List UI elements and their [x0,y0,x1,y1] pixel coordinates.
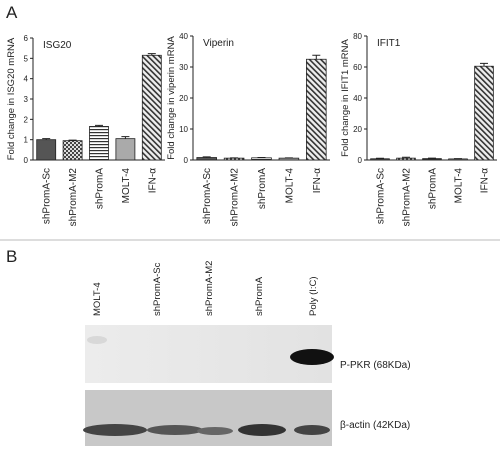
y-axis-label: Fold change in IFIT1 mRNA [340,38,351,156]
lane-label: shPromA-Sc [152,262,163,316]
lane-label: MOLT-4 [92,282,103,316]
y-axis-label: Fold change in viperin mRNA [166,36,177,160]
y-tick-label: 6 [24,34,29,43]
y-tick-label: 1 [24,136,29,145]
y-tick-label: 10 [179,125,188,134]
y-tick-label: 30 [179,63,188,72]
blot-band [147,425,203,435]
blot-band [290,349,334,365]
bar [306,59,326,160]
x-tick-label: MOLT-4 [454,168,465,204]
blot-smear [87,336,107,344]
y-tick-label: 80 [353,32,362,41]
y-tick-label: 4 [24,75,29,84]
x-tick-label: IFN-α [480,168,491,193]
bar [397,158,416,160]
y-tick-label: 20 [353,125,362,134]
band-label: P-PKR (68KDa) [340,360,411,371]
bar [224,158,244,160]
bar [197,158,217,160]
y-tick-label: 40 [353,94,362,103]
y-tick-label: 3 [24,95,29,104]
y-tick-label: 0 [184,156,189,165]
y-tick-label: 5 [24,54,29,63]
x-tick-label: MOLT-4 [284,168,295,204]
error-bar [480,63,488,66]
lane-label: shPromA [254,276,265,316]
x-tick-label: shPromA [428,168,439,209]
blot-band [83,424,147,436]
chart-title: ISG20 [43,40,72,51]
bar [37,140,56,160]
bar [142,55,161,160]
lane-label: Poly (I:C) [308,276,319,316]
x-tick-label: IFN-α [147,168,158,193]
bar [89,126,108,160]
panel-label: B [6,247,17,266]
y-tick-label: 0 [24,156,29,165]
x-tick-label: shPromA [95,168,106,209]
x-tick-label: IFN-α [312,168,323,193]
panel-label: A [6,3,18,22]
x-tick-label: shPromA [257,168,268,209]
bar [279,158,299,160]
bar [252,158,272,160]
bar [371,159,390,160]
x-tick-label: shPromA-Sc [376,168,387,224]
lane-label: shPromA-M2 [204,261,215,316]
y-tick-label: 0 [358,156,363,165]
x-tick-label: shPromA-Sc [202,168,213,224]
error-bar [312,55,320,59]
y-tick-label: 40 [179,32,188,41]
y-tick-label: 20 [179,94,188,103]
blot-band [238,424,286,436]
band-label: β-actin (42KDa) [340,420,410,431]
bar [423,159,442,160]
chart-title: Viperin [203,38,234,49]
y-tick-label: 2 [24,115,29,124]
x-tick-label: MOLT-4 [121,168,132,204]
bar [475,66,494,160]
blot-band [294,425,330,435]
bar [63,141,82,160]
chart-title: IFIT1 [377,38,401,49]
y-axis-label: Fold change in ISG20 mRNA [6,37,17,160]
x-tick-label: shPromA-M2 [230,168,241,227]
x-tick-label: shPromA-M2 [402,168,413,227]
x-tick-label: shPromA-M2 [68,168,79,227]
bar [116,139,135,160]
y-tick-label: 60 [353,63,362,72]
x-tick-label: shPromA-Sc [42,168,53,224]
blot-band [197,427,233,435]
blot-image [85,390,332,446]
